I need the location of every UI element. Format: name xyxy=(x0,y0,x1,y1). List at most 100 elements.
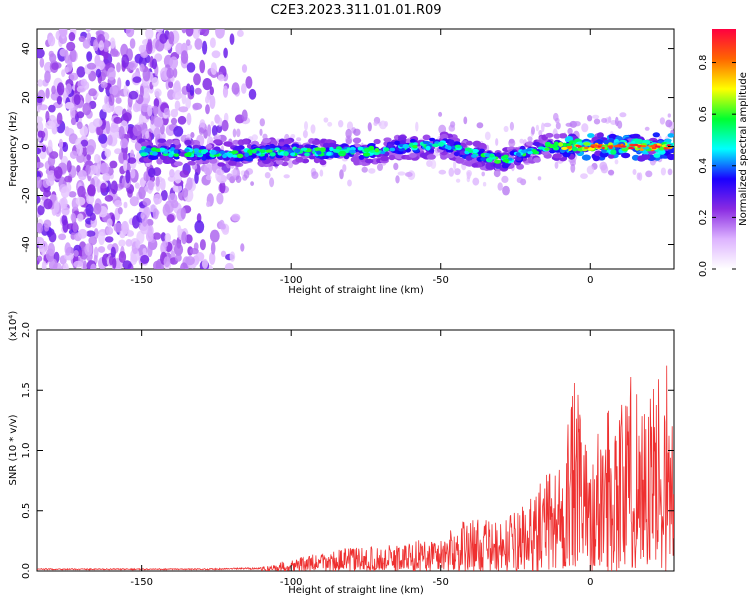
spectrogram-blob xyxy=(76,121,83,130)
spectrogram-blob xyxy=(464,161,474,166)
spectrogram-blob xyxy=(209,229,220,243)
spectrogram-blob xyxy=(203,129,209,139)
spectrogram-blob xyxy=(100,182,107,193)
spectrogram-blob xyxy=(64,242,72,256)
spectrogram-blob xyxy=(122,260,132,269)
spectrogram-blob xyxy=(615,116,619,127)
spectrogram-blob xyxy=(259,118,265,127)
spectrogram-blob xyxy=(515,157,522,161)
top-y-axis-label: Frequency (Hz) xyxy=(8,111,19,187)
spectrogram-blob xyxy=(608,154,615,159)
spectrogram-blob xyxy=(231,82,240,95)
spectrogram-blob xyxy=(116,62,121,73)
spectrogram-blob xyxy=(231,169,238,176)
spectrogram-blob xyxy=(96,125,104,136)
spectrogram-blob xyxy=(610,149,617,155)
spectrogram-blob xyxy=(600,164,609,174)
spectrogram-blob xyxy=(575,144,581,148)
spectrogram-blob xyxy=(49,53,57,63)
spectrogram-blob xyxy=(76,165,81,173)
spectrogram-blob xyxy=(634,138,643,144)
spectrogram-blob xyxy=(300,147,308,151)
spectrogram-blob xyxy=(448,167,455,177)
spectrogram-blob xyxy=(173,125,184,137)
spectrogram-blob xyxy=(152,151,158,156)
spectrogram-blob xyxy=(37,130,43,138)
spectrogram-blob xyxy=(41,260,47,269)
spectrogram-blob xyxy=(587,147,595,151)
spectrogram-blob xyxy=(43,219,52,228)
spectrogram-blob xyxy=(98,133,108,144)
spectrogram-blob xyxy=(455,157,465,164)
spectrogram-blob xyxy=(368,145,375,151)
spectrogram-blob xyxy=(482,181,487,187)
spectrogram-blob xyxy=(38,240,45,253)
spectrogram-blob xyxy=(138,44,146,53)
spectrogram-blob xyxy=(222,153,228,159)
spectrogram-blob xyxy=(587,115,593,122)
spectrogram-blob xyxy=(65,83,72,95)
spectrogram-blob xyxy=(373,121,378,126)
spectrogram-blob xyxy=(658,149,666,155)
spectrogram-blob xyxy=(142,67,151,82)
spectrogram-blob xyxy=(644,126,650,131)
spectrogram-blob xyxy=(154,197,160,205)
spectrogram-blob xyxy=(283,138,292,145)
spectrogram-blob xyxy=(140,152,148,157)
spectrogram-blob xyxy=(667,168,673,176)
spectrogram-blob xyxy=(59,148,63,160)
spectrogram-blob xyxy=(497,182,503,191)
spectrogram-blob xyxy=(153,98,160,108)
spectrogram-blob xyxy=(220,250,227,257)
spectrogram-blob xyxy=(628,146,634,150)
spectrogram-blob xyxy=(110,180,118,195)
spectrogram-blob xyxy=(97,246,106,253)
spectrogram-blob xyxy=(53,200,60,213)
spectrogram-blob xyxy=(545,141,551,146)
spectrogram-blob xyxy=(553,133,561,139)
spectrogram-blob xyxy=(358,154,365,160)
spectrogram-blob xyxy=(90,263,97,269)
spectrogram-blob xyxy=(47,242,55,257)
spectrogram-blob xyxy=(380,155,389,162)
spectrogram-blob xyxy=(241,83,247,94)
y-tick-label: 20 xyxy=(21,91,32,104)
spectrogram-blob xyxy=(85,203,94,217)
spectrogram-blob xyxy=(203,164,213,176)
spectrogram-blob xyxy=(112,257,117,269)
spectrogram-blob xyxy=(181,188,189,198)
spectrogram-blob xyxy=(480,157,486,161)
spectrogram-blob xyxy=(641,145,647,148)
spectrogram-blob xyxy=(465,155,473,161)
spectrogram-blob xyxy=(316,150,322,155)
spectrogram-blob xyxy=(525,141,534,147)
spectrogram-blob xyxy=(405,138,412,145)
spectrogram-blob xyxy=(655,145,659,148)
spectrogram-blob xyxy=(142,197,151,207)
spectrogram-blob xyxy=(62,219,69,233)
spectrogram-blob xyxy=(232,139,240,145)
spectrogram-blob xyxy=(37,255,43,262)
spectrogram-blob xyxy=(160,132,166,141)
spectrogram-blob xyxy=(201,258,209,269)
spectrogram-blob xyxy=(37,116,43,123)
spectrogram-blob xyxy=(259,128,263,136)
spectrogram-blob xyxy=(157,138,167,144)
spectrogram-blob xyxy=(350,156,360,163)
spectrogram-blob xyxy=(93,39,99,52)
spectrogram-blob xyxy=(153,116,164,128)
spectrogram-blob xyxy=(173,243,184,256)
spectrogram-blob xyxy=(248,88,257,100)
spectrogram-blob xyxy=(73,94,81,106)
spectrogram-blob xyxy=(86,145,95,156)
spectrogram-blob xyxy=(46,178,55,187)
spectrogram-blob xyxy=(352,137,362,144)
spectrogram-blob xyxy=(637,145,641,148)
spectrogram-blob xyxy=(194,171,199,184)
spectrogram-blob xyxy=(495,152,502,157)
spectrogram-blob xyxy=(638,172,643,181)
spectrogram-blob xyxy=(63,262,69,269)
spectrogram-blob xyxy=(471,154,478,158)
spectrogram-blob xyxy=(190,132,195,138)
spectrogram-blob xyxy=(64,49,69,64)
